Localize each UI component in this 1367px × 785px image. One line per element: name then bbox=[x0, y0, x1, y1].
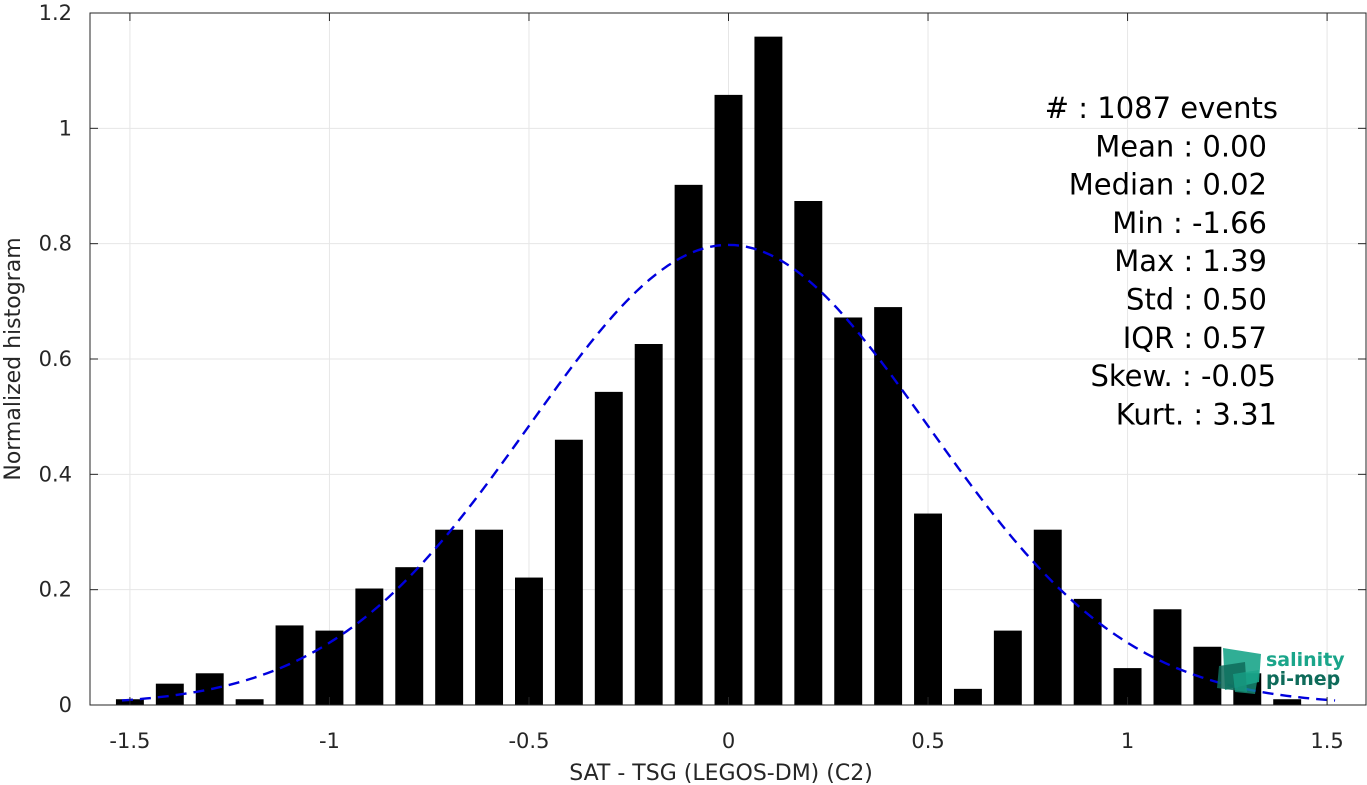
y-tick-label: 0.4 bbox=[39, 462, 72, 486]
histogram-bar bbox=[155, 683, 184, 705]
x-tick-label: 0 bbox=[722, 729, 735, 753]
histogram-bar bbox=[674, 184, 703, 705]
histogram-bar bbox=[634, 344, 663, 705]
salinity-pi-mep-logo: salinity pi-mep bbox=[1217, 648, 1345, 694]
y-axis-label: Normalized histogram bbox=[1, 237, 26, 480]
histogram-bars bbox=[115, 36, 1302, 706]
normal-fit-curve bbox=[121, 243, 1336, 702]
x-tick-label: 1 bbox=[1121, 729, 1134, 753]
histogram-bar bbox=[1073, 598, 1102, 705]
y-tick-label: 0.2 bbox=[39, 578, 72, 602]
histogram-bar bbox=[874, 307, 903, 705]
histogram-bar bbox=[993, 630, 1022, 705]
stat-line: IQR : 0.57 bbox=[1123, 321, 1267, 355]
histogram-bar bbox=[714, 94, 743, 706]
y-tick-label: 0.6 bbox=[39, 347, 72, 371]
x-tick-label: 1.5 bbox=[1310, 729, 1343, 753]
stat-line: Min : -1.66 bbox=[1112, 206, 1267, 240]
histogram-bar bbox=[754, 36, 783, 706]
stats-annotation: # : 1087 events Mean : 0.00 Median : 0.02 M… bbox=[1045, 91, 1278, 431]
histogram-bar bbox=[235, 699, 264, 705]
histogram-bar bbox=[1033, 529, 1062, 705]
histogram-bar bbox=[594, 391, 623, 705]
stat-line: Mean : 0.00 bbox=[1095, 129, 1267, 163]
stat-line: # : 1087 events bbox=[1045, 91, 1278, 125]
histogram-bar bbox=[515, 577, 543, 705]
histogram-bar bbox=[794, 200, 823, 705]
stat-line: Max : 1.39 bbox=[1114, 244, 1267, 278]
histogram-bar bbox=[914, 513, 942, 705]
x-tick-label: -1 bbox=[319, 729, 340, 753]
histogram-bar bbox=[435, 529, 464, 705]
x-tick-label: 0.5 bbox=[911, 729, 944, 753]
y-tick-label: 1 bbox=[59, 116, 72, 140]
y-tick-label: 0 bbox=[59, 693, 72, 717]
histogram-bar bbox=[475, 529, 504, 705]
x-axis-ticks: -1.5 -1 -0.5 0 0.5 1 1.5 bbox=[109, 13, 1344, 753]
stat-line: Median : 0.02 bbox=[1069, 168, 1267, 202]
y-tick-label: 1.2 bbox=[39, 1, 72, 25]
histogram-bar bbox=[834, 317, 863, 705]
stat-line: Std : 0.50 bbox=[1126, 283, 1267, 317]
logo-line2: pi-mep bbox=[1266, 668, 1340, 690]
x-axis-label: SAT - TSG (LEGOS-DM) (C2) bbox=[569, 761, 873, 785]
logo-line1: salinity bbox=[1266, 649, 1345, 671]
histogram-bar bbox=[1273, 699, 1302, 705]
y-tick-label: 0.8 bbox=[39, 232, 72, 256]
x-tick-label: -0.5 bbox=[508, 729, 549, 753]
histogram-bar bbox=[195, 673, 224, 705]
stat-line: Skew. : -0.05 bbox=[1090, 359, 1276, 393]
histogram-bar bbox=[953, 688, 982, 705]
stat-line: Kurt. : 3.31 bbox=[1116, 397, 1277, 431]
x-tick-label: -1.5 bbox=[109, 729, 150, 753]
y-axis-ticks: 0 0.2 0.4 0.6 0.8 1 1.2 bbox=[39, 1, 1366, 717]
logo-mark-icon bbox=[1217, 648, 1261, 694]
histogram-bar bbox=[1153, 609, 1182, 705]
histogram-bar bbox=[554, 439, 583, 705]
histogram-bar bbox=[395, 567, 424, 705]
histogram-bar bbox=[355, 588, 384, 705]
